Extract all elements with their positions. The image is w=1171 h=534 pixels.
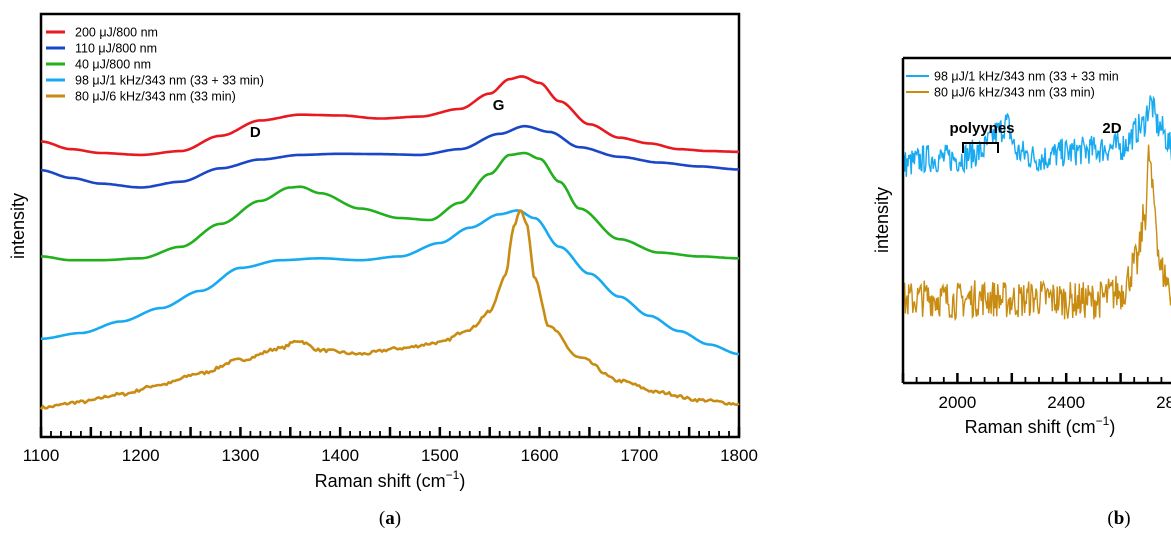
series-group-b bbox=[903, 95, 1171, 322]
x-axis-label-a-end: ) bbox=[459, 471, 465, 491]
x-ticks-a bbox=[39, 427, 741, 437]
polyynes-bracket bbox=[962, 142, 999, 153]
y-axis-label-a: intensity bbox=[8, 193, 28, 259]
x-tick-label-a: 1500 bbox=[421, 446, 459, 465]
annotation-polyynes: polyynes bbox=[949, 120, 1014, 137]
series-line-b-80-j-6-khz-343-nm-33-min bbox=[903, 144, 1171, 322]
x-tick-label-b: 2000 bbox=[938, 393, 976, 412]
x-tick-label-a: 1100 bbox=[23, 446, 60, 465]
panel-b: 2000 2400 2800 intensity Raman shift (cm−1… bbox=[872, 56, 1171, 529]
x-tick-label-a: 1200 bbox=[122, 446, 160, 465]
series-line-a-98-j-1-khz-343-nm-33-33-min bbox=[41, 209, 740, 356]
series-group-a bbox=[39, 75, 740, 410]
panel-a: 1100 1200 1300 1400 1500 1600 1700 1800 intensi… bbox=[8, 12, 758, 529]
x-axis-label-a-main: Raman shift (cm bbox=[315, 471, 446, 491]
series-line-a-40-j-800-nm bbox=[41, 151, 739, 262]
legend-label-a-98-j-1-khz-343-nm-33-33-min: 98 μJ/1 kHz/343 nm (33 + 33 min) bbox=[75, 74, 264, 88]
legend-label-b-98-j-1-khz-343-nm-33-33-min: 98 μJ/1 kHz/343 nm (33 + 33 min bbox=[934, 70, 1119, 84]
x-axis-label-a-sup: −1 bbox=[446, 468, 460, 482]
x-tick-labels-a: 1100 1200 1300 1400 1500 1600 1700 1800 bbox=[23, 446, 758, 465]
legend-label-a-40-j-800-nm: 40 μJ/800 nm bbox=[75, 58, 151, 72]
series-line-a-110-j-800-nm bbox=[40, 124, 740, 189]
panel-label-a: (a) bbox=[379, 508, 401, 529]
y-axis-label-b: intensity bbox=[872, 187, 892, 253]
peak-labels-a: DG bbox=[250, 97, 505, 141]
panel-label-b: (b) bbox=[1107, 508, 1130, 529]
series-line-a-80-j-6-khz-343-nm-33-min bbox=[39, 209, 740, 410]
panel-label-a-open: ( bbox=[379, 508, 385, 529]
panel-label-a-close: ) bbox=[395, 508, 401, 529]
x-axis-label-b-end: ) bbox=[1109, 417, 1115, 437]
x-axis-label-a: Raman shift (cm−1) bbox=[315, 468, 466, 491]
peak-label-g: G bbox=[493, 97, 505, 114]
x-tick-label-a: 1800 bbox=[720, 446, 758, 465]
peak-label-d: D bbox=[250, 124, 261, 141]
series-line-a-200-j-800-nm bbox=[40, 75, 739, 157]
legend-b: 98 μJ/1 kHz/343 nm (33 + 33 min 80 μJ/6 k… bbox=[906, 70, 1119, 100]
legend-label-a-200-j-800-nm: 200 μJ/800 nm bbox=[75, 26, 158, 40]
panel-label-a-letter: a bbox=[385, 508, 395, 529]
annotations-b: polyynes 2D bbox=[949, 120, 1122, 153]
panel-label-b-letter: b bbox=[1114, 508, 1125, 529]
x-tick-label-a: 1400 bbox=[321, 446, 359, 465]
x-tick-label-a: 1300 bbox=[222, 446, 260, 465]
x-tick-label-a: 1600 bbox=[521, 446, 559, 465]
x-axis-label-b-main: Raman shift (cm bbox=[965, 417, 1096, 437]
x-tick-labels-b: 2000 2400 2800 bbox=[938, 393, 1171, 412]
annotation-2d: 2D bbox=[1102, 120, 1121, 137]
legend-a: 200 μJ/800 nm 110 μJ/800 nm 40 μJ/800 nm 98… bbox=[46, 26, 264, 104]
panel-label-b-close: ) bbox=[1124, 508, 1130, 529]
x-tick-label-b: 2400 bbox=[1047, 393, 1085, 412]
legend-label-a-80-j-6-khz-343-nm-33-min: 80 μJ/6 kHz/343 nm (33 min) bbox=[75, 90, 236, 104]
series-line-b-98-j-1-khz-343-nm-33-33-min bbox=[903, 95, 1171, 177]
x-tick-label-a: 1700 bbox=[620, 446, 658, 465]
x-ticks-b bbox=[901, 373, 1163, 383]
x-axis-label-b-sup: −1 bbox=[1096, 414, 1110, 428]
panel-label-b-open: ( bbox=[1107, 508, 1113, 529]
x-tick-label-b: 2800 bbox=[1156, 393, 1171, 412]
legend-label-a-110-j-800-nm: 110 μJ/800 nm bbox=[75, 42, 157, 56]
legend-label-b-80-j-6-khz-343-nm-33-min: 80 μJ/6 kHz/343 nm (33 min) bbox=[934, 86, 1095, 100]
x-axis-label-b: Raman shift (cm−1) bbox=[965, 414, 1116, 437]
